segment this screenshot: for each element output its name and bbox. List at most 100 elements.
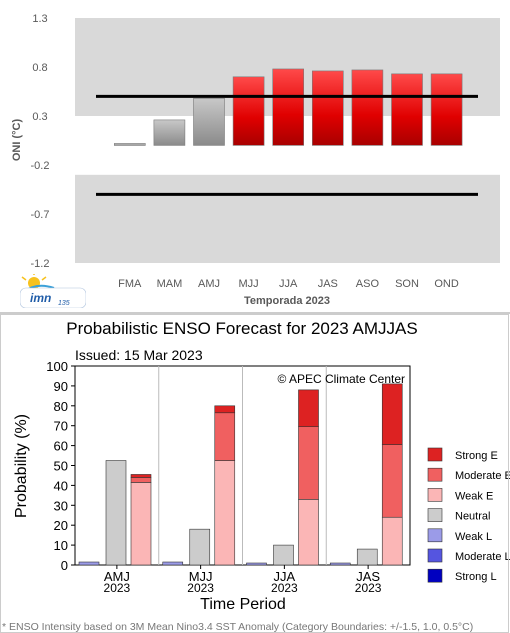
oni-y-tick-label: -1.2 (31, 258, 50, 270)
enso-y-axis-label: Probability (%) (13, 414, 30, 518)
oni-bar-son (391, 73, 423, 146)
oni-x-tick-label: JAS (318, 278, 338, 290)
oni-chart: 1.3 0.8 0.3 -0.2 -0.7 -1.2 FMA MAM AMJ MJJ JJA JAS… (0, 0, 510, 314)
enso-bar-warm-strong (214, 405, 236, 414)
legend-label: Moderate E (455, 470, 510, 482)
enso-bar-warm-weak (298, 499, 319, 566)
oni-bar-jas (311, 70, 344, 146)
enso-bar-warm-weak (214, 460, 236, 566)
enso-x-tick-label: JAS (356, 569, 380, 584)
oni-bars (114, 68, 463, 146)
enso-y-tick-label: 90 (54, 379, 68, 394)
enso-y-tick-label: 100 (46, 359, 68, 374)
enso-bar-cold-weak (329, 562, 351, 566)
oni-x-axis-label: Temporada 2023 (244, 295, 330, 307)
enso-bar-neutral (105, 460, 127, 566)
legend-swatch (427, 488, 443, 502)
enso-y-tick-label: 50 (54, 459, 68, 474)
enso-bar-warm-strong (381, 383, 403, 445)
oni-y-axis-label: ONI (°C) (11, 119, 23, 162)
enso-bar-warm-weak (130, 482, 152, 566)
enso-bar-warm-moderate (130, 477, 152, 483)
enso-bar-warm-strong (130, 474, 152, 478)
enso-y-tick-label: 80 (54, 399, 68, 414)
oni-y-tick-label: 0.3 (32, 111, 47, 123)
enso-period-separators (158, 366, 327, 565)
enso-bar-neutral (189, 528, 211, 566)
oni-reference-lines (96, 94, 478, 196)
enso-y-tick-label: 20 (54, 518, 68, 533)
enso-bar-warm-weak (381, 516, 403, 566)
enso-y-tick-label: 10 (54, 538, 68, 553)
oni-x-tick-label: SON (395, 278, 419, 290)
enso-footnote: * ENSO Intensity based on 3M Mean Nino3.… (2, 621, 473, 633)
oni-y-tick-label: 0.8 (32, 62, 47, 74)
enso-y-tick-label: 60 (54, 439, 68, 454)
legend-swatch (427, 508, 443, 522)
logo-text: imn (30, 291, 51, 305)
legend-label: Neutral (455, 511, 490, 523)
enso-bar-warm-strong (298, 389, 319, 427)
oni-y-tick-label: -0.2 (31, 160, 50, 172)
enso-bars (78, 383, 403, 566)
enso-copyright-annotation: © APEC Climate Center (277, 372, 405, 386)
legend-label: Weak L (455, 531, 492, 543)
legend-swatch (427, 548, 443, 563)
enso-y-tick-label: 0 (61, 558, 68, 573)
oni-bar-ond (430, 73, 463, 146)
oni-bar-aso (351, 69, 384, 146)
svg-text:135: 135 (58, 300, 70, 307)
enso-x-tick-year: 2023 (104, 581, 131, 595)
legend-swatch (427, 447, 443, 462)
oni-y-tick-labels: 1.3 0.8 0.3 -0.2 -0.7 -1.2 (31, 13, 50, 270)
enso-chart-title: Probabilistic ENSO Forecast for 2023 AMJ… (66, 319, 417, 338)
oni-y-tick-label: -0.7 (31, 209, 50, 221)
enso-bar-warm-moderate (381, 444, 403, 518)
enso-x-tick-year: 2023 (271, 581, 298, 595)
enso-y-tick-label: 70 (54, 419, 68, 434)
oni-y-tick-label: 1.3 (32, 13, 47, 25)
legend-swatch (427, 568, 443, 583)
enso-bar-cold-weak (162, 561, 184, 566)
enso-bar-neutral (273, 544, 294, 566)
enso-issued-date: Issued: 15 Mar 2023 (75, 347, 203, 363)
legend-label: Strong L (455, 571, 497, 583)
legend-label: Moderate L (455, 551, 510, 563)
enso-legend: Strong E Moderate E Weak E Neutral Weak L Mod… (427, 447, 510, 583)
oni-bar-jja (272, 68, 305, 146)
oni-bar-fma (114, 143, 146, 146)
sun-rays-icon (21, 274, 47, 281)
oni-x-tick-label: AMJ (198, 278, 220, 290)
enso-x-tick-year: 2023 (355, 581, 382, 595)
enso-x-tick-label: MJJ (189, 569, 213, 584)
oni-bar-amj (193, 98, 225, 146)
enso-bar-cold-weak (78, 561, 100, 566)
enso-bar-warm-moderate (298, 426, 319, 500)
enso-x-tick-label: JJA (274, 569, 296, 584)
oni-x-tick-label: JJA (279, 278, 298, 290)
enso-x-tick-label: AMJ (104, 569, 130, 584)
legend-label: Strong E (455, 450, 498, 462)
oni-x-tick-label: MJJ (239, 278, 259, 290)
enso-x-tick-year: 2023 (187, 581, 214, 595)
enso-bar-warm-moderate (214, 412, 236, 461)
oni-x-tick-label: ASO (356, 278, 380, 290)
legend-label: Weak E (455, 490, 493, 502)
enso-bar-cold-weak (246, 562, 267, 566)
oni-x-tick-label: MAM (157, 278, 183, 290)
enso-forecast-chart: Probabilistic ENSO Forecast for 2023 AMJ… (0, 314, 510, 633)
legend-swatch (427, 467, 443, 482)
enso-y-tick-labels: 0 10 20 30 40 50 60 70 80 90 100 (46, 359, 75, 573)
oni-x-tick-label: FMA (118, 278, 142, 290)
enso-y-tick-label: 30 (54, 498, 68, 513)
oni-x-tick-label: OND (434, 278, 459, 290)
enso-y-tick-label: 40 (54, 478, 68, 493)
oni-x-tick-labels: FMA MAM AMJ MJJ JJA JAS ASO SON OND (118, 278, 459, 290)
enso-bar-neutral (356, 548, 378, 566)
oni-bar-mam (153, 119, 186, 146)
oni-bar-mjj (232, 76, 265, 146)
legend-swatch (427, 528, 443, 543)
enso-x-axis-label: Time Period (200, 596, 286, 613)
imn-logo-icon: imn 135 (20, 274, 86, 308)
